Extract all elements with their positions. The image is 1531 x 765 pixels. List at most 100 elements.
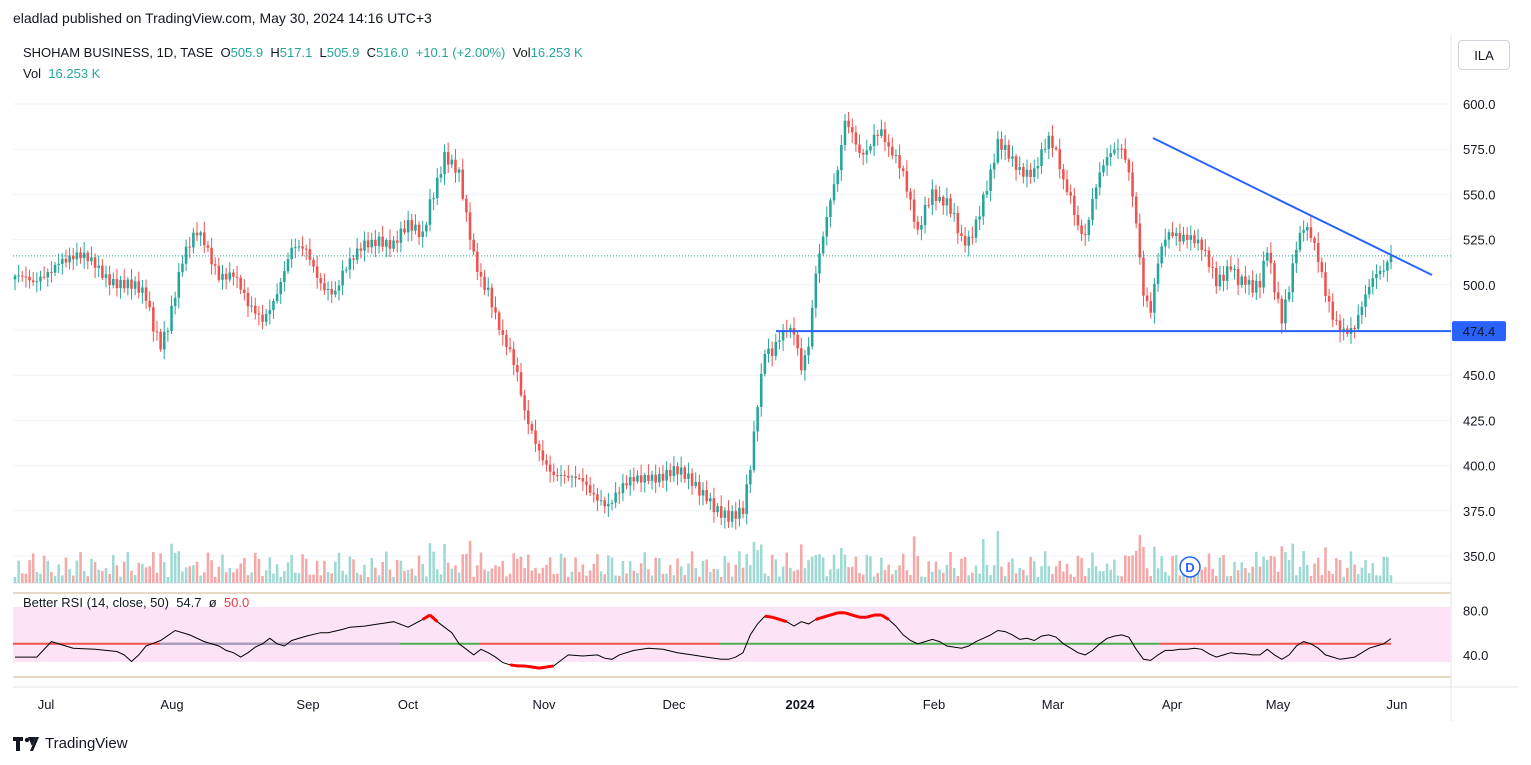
volume-bar — [82, 571, 86, 583]
volume-bar — [1123, 555, 1127, 583]
volume-bar — [101, 571, 104, 583]
volume-bar — [1156, 568, 1160, 583]
dividend-marker[interactable]: D — [1179, 556, 1201, 578]
volume-bar — [1116, 575, 1120, 583]
tradingview-logo[interactable]: TradingView — [13, 735, 128, 752]
candle-body — [1338, 320, 1342, 332]
candle-body — [909, 191, 912, 200]
volume-bar — [1244, 568, 1247, 583]
candle-body — [435, 177, 439, 199]
candle-body — [723, 510, 727, 518]
candle-body — [1109, 153, 1112, 158]
trendline[interactable] — [1152, 137, 1433, 276]
rsi-extreme-segment — [844, 611, 853, 617]
candle-body — [807, 346, 810, 356]
candle-body — [112, 279, 115, 286]
volume-bar — [1182, 574, 1185, 583]
candle-body — [1174, 232, 1178, 237]
candle-body — [1335, 319, 1338, 321]
candle-body — [901, 168, 905, 172]
candle-body — [1182, 234, 1185, 242]
candle-body — [938, 196, 941, 201]
volume-bar — [97, 569, 100, 583]
volume-bar — [650, 575, 654, 583]
candle-body — [1364, 294, 1367, 307]
candle-body — [472, 239, 475, 252]
rsi-extreme-segment — [764, 614, 773, 619]
candle-body — [552, 471, 556, 476]
volume-bar — [483, 569, 486, 583]
volume-bar — [749, 565, 752, 583]
candle-body — [1313, 238, 1316, 243]
rsi-extreme-segment — [829, 611, 839, 617]
candle-body — [989, 169, 992, 192]
candle-body — [796, 334, 799, 349]
candle-body — [50, 272, 53, 274]
volume-bar — [1389, 575, 1393, 583]
candle-body — [363, 240, 366, 251]
volume-bar — [348, 556, 352, 583]
volume-bar — [982, 539, 985, 583]
volume-bar — [738, 551, 741, 583]
volume-bar — [625, 573, 628, 583]
candle-body — [261, 314, 264, 322]
candle-body — [872, 134, 876, 147]
symbol-label[interactable]: SHOHAM BUSINESS, 1D, TASE — [23, 45, 214, 60]
volume-bar — [297, 573, 301, 583]
time-tick-label: Apr — [1162, 697, 1183, 712]
volume-bar — [370, 557, 374, 583]
volume-bar — [46, 560, 50, 583]
volume-bar — [501, 560, 505, 583]
time-tick-label: Jun — [1387, 697, 1408, 712]
rsi-extreme-segment — [779, 618, 788, 624]
volume-bar — [1204, 567, 1207, 583]
candle-body — [1014, 156, 1018, 170]
volume-bar — [1240, 562, 1244, 583]
candle-body — [13, 275, 17, 280]
volume-bar — [516, 558, 519, 583]
candle-body — [825, 217, 829, 237]
volume-bar — [556, 573, 559, 583]
candle-body — [206, 245, 210, 248]
candle-body — [1087, 219, 1091, 235]
volume-label: Vol — [512, 45, 531, 60]
volume-bar — [144, 567, 148, 583]
candle-body — [891, 146, 894, 156]
volume-bar — [279, 576, 283, 583]
candle-body — [1120, 148, 1123, 150]
rsi-name[interactable]: Better RSI (14, close, 50) — [23, 595, 169, 610]
volume-bar — [741, 567, 745, 583]
candle-body — [1083, 234, 1087, 236]
volume-bar — [253, 552, 257, 583]
candle-body — [887, 142, 890, 147]
candle-body — [181, 263, 184, 272]
volume-bar — [1229, 575, 1233, 583]
volume-bar — [210, 560, 213, 583]
price-tick-label: 500.0 — [1463, 278, 1496, 293]
volume-bar — [79, 552, 82, 583]
candle-body — [377, 236, 381, 247]
candle-body — [821, 236, 825, 254]
candle-body — [188, 246, 192, 248]
candle-body — [465, 198, 468, 213]
volume-bar — [1167, 575, 1171, 583]
currency-badge[interactable]: ILA — [1458, 40, 1510, 70]
candle-body — [836, 170, 839, 185]
candle-body — [1316, 242, 1320, 262]
candle-body — [974, 219, 978, 238]
candle-body — [727, 510, 730, 522]
candle-body — [719, 506, 723, 518]
low-label: L — [319, 45, 327, 60]
volume-bar — [887, 564, 890, 583]
candle-body — [1375, 273, 1378, 279]
candle-body — [1036, 165, 1040, 169]
candle-body — [312, 259, 315, 267]
price-tick-label: 550.0 — [1463, 187, 1496, 202]
volume-bar — [781, 566, 785, 583]
candle-body — [272, 300, 275, 311]
candle-body — [301, 246, 304, 249]
candle-body — [1236, 268, 1240, 286]
candle-body — [79, 252, 82, 259]
volume-bar — [621, 560, 625, 583]
